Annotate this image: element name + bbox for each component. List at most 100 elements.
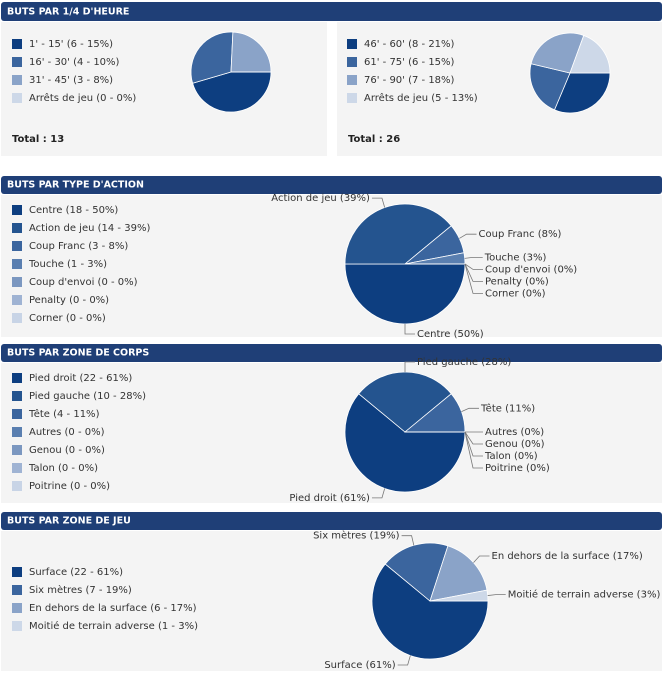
legend-swatch: [347, 57, 357, 67]
slice-label: Moitié de terrain adverse (3%): [508, 589, 661, 601]
section-title: BUTS PAR ZONE DE CORPS: [7, 348, 149, 359]
leader-line: [459, 233, 477, 239]
leader-line: [464, 431, 483, 457]
slice-label: Pied gauche (28%): [417, 357, 511, 368]
legend-swatch: [12, 603, 22, 613]
legend-swatch: [12, 313, 22, 323]
legend-label: Corner (0 - 0%): [29, 313, 106, 324]
legend-label: Pied gauche (10 - 28%): [29, 391, 146, 402]
legend-swatch: [12, 427, 22, 437]
legend-label: Coup d'envoi (0 - 0%): [29, 277, 138, 288]
slice-label: Coup Franc (8%): [479, 229, 562, 240]
legend-swatch: [12, 373, 22, 383]
legend-label: Moitié de terrain adverse (1 - 3%): [29, 620, 198, 632]
legend-swatch: [12, 57, 22, 67]
legend-swatch: [12, 223, 22, 233]
legend-label: Arrêts de jeu (0 - 0%): [29, 92, 136, 104]
panel: [1, 363, 662, 503]
slice-label: Autres (0%): [485, 427, 544, 438]
legend-label: En dehors de la surface (6 - 17%): [29, 603, 197, 614]
total: Total : 26: [348, 134, 400, 145]
leader-line: [464, 263, 483, 282]
panel: [1, 22, 327, 156]
legend-label: Autres (0 - 0%): [29, 427, 105, 438]
slice-label: Coup d'envoi (0%): [485, 264, 577, 275]
pie-slice: [569, 34, 611, 74]
slice-label: Poitrine (0%): [485, 463, 550, 474]
slice-label: Corner (0%): [485, 288, 546, 299]
legend-label: 31' - 45' (3 - 8%): [29, 75, 113, 86]
section-header: [1, 176, 662, 194]
legend-swatch: [12, 463, 22, 473]
legend-label: 46' - 60' (8 - 21%): [364, 39, 455, 50]
legend-swatch: [12, 277, 22, 287]
legend-label: Pied droit (22 - 61%): [29, 373, 132, 384]
legend-label: Arrêts de jeu (5 - 13%): [364, 92, 478, 104]
legend-swatch: [12, 93, 22, 103]
leader-line: [397, 655, 411, 666]
leader-line: [371, 197, 386, 208]
leader-line: [473, 555, 490, 563]
slice-label: Penalty (0%): [485, 276, 549, 287]
pie-slice: [530, 32, 585, 74]
section-header: [1, 344, 662, 362]
legend-swatch: [347, 75, 357, 85]
leader-line: [464, 263, 483, 294]
leader-line: [464, 431, 483, 469]
legend-label: 16' - 30' (4 - 10%): [29, 57, 120, 68]
leader-line: [401, 535, 415, 546]
section-header: [1, 512, 662, 530]
legend-label: Centre (18 - 50%): [29, 205, 118, 216]
legend-swatch: [12, 409, 22, 419]
slice-label: Six mètres (19%): [313, 530, 400, 542]
legend-label: Tête (4 - 11%): [28, 408, 100, 420]
legend-label: Coup Franc (3 - 8%): [29, 241, 128, 252]
pie-slice: [358, 371, 452, 433]
slice-label: Tête (11%): [480, 402, 535, 414]
legend-label: Touche (1 - 3%): [28, 259, 107, 270]
leader-line: [461, 407, 479, 413]
legend-label: Penalty (0 - 0%): [29, 295, 109, 306]
legend-swatch: [12, 567, 22, 577]
legend-swatch: [12, 445, 22, 455]
leader-line: [404, 361, 415, 372]
leader-line: [487, 594, 506, 596]
legend-swatch: [347, 93, 357, 103]
legend-swatch: [12, 585, 22, 595]
legend-swatch: [12, 391, 22, 401]
legend-label: Surface (22 - 61%): [29, 567, 123, 578]
leader-line: [464, 263, 483, 270]
legend-label: Poitrine (0 - 0%): [29, 481, 110, 492]
legend-label: Six mètres (7 - 19%): [29, 584, 132, 596]
pie-slice: [529, 63, 571, 111]
pie-slice: [384, 542, 449, 602]
panel: [1, 195, 662, 337]
slice-label: Centre (50%): [417, 329, 484, 340]
leader-line: [371, 488, 386, 499]
section-title: BUTS PAR 1/4 D'HEURE: [7, 7, 129, 18]
slice-label: Pied droit (61%): [289, 493, 370, 504]
legend-swatch: [12, 621, 22, 631]
legend-swatch: [12, 205, 22, 215]
panel: [337, 22, 662, 156]
total: Total : 13: [12, 134, 64, 145]
legend-swatch: [12, 39, 22, 49]
section-title: BUTS PAR TYPE D'ACTION: [7, 180, 144, 191]
legend-swatch: [12, 481, 22, 491]
slice-label: Surface (61%): [324, 660, 395, 671]
leader-line: [404, 324, 415, 335]
leader-line: [464, 431, 483, 445]
legend-label: Talon (0 - 0%): [28, 463, 98, 474]
pie-slice: [553, 72, 611, 114]
slice-label: Touche (3%): [484, 252, 547, 263]
pie-slice: [192, 71, 272, 113]
slice-label: Talon (0%): [484, 451, 538, 462]
legend-label: Genou (0 - 0%): [29, 445, 105, 456]
slice-label: Action de jeu (39%): [271, 193, 370, 204]
legend-swatch: [12, 241, 22, 251]
legend-swatch: [12, 259, 22, 269]
legend-swatch: [12, 295, 22, 305]
pie-slice: [344, 203, 452, 265]
